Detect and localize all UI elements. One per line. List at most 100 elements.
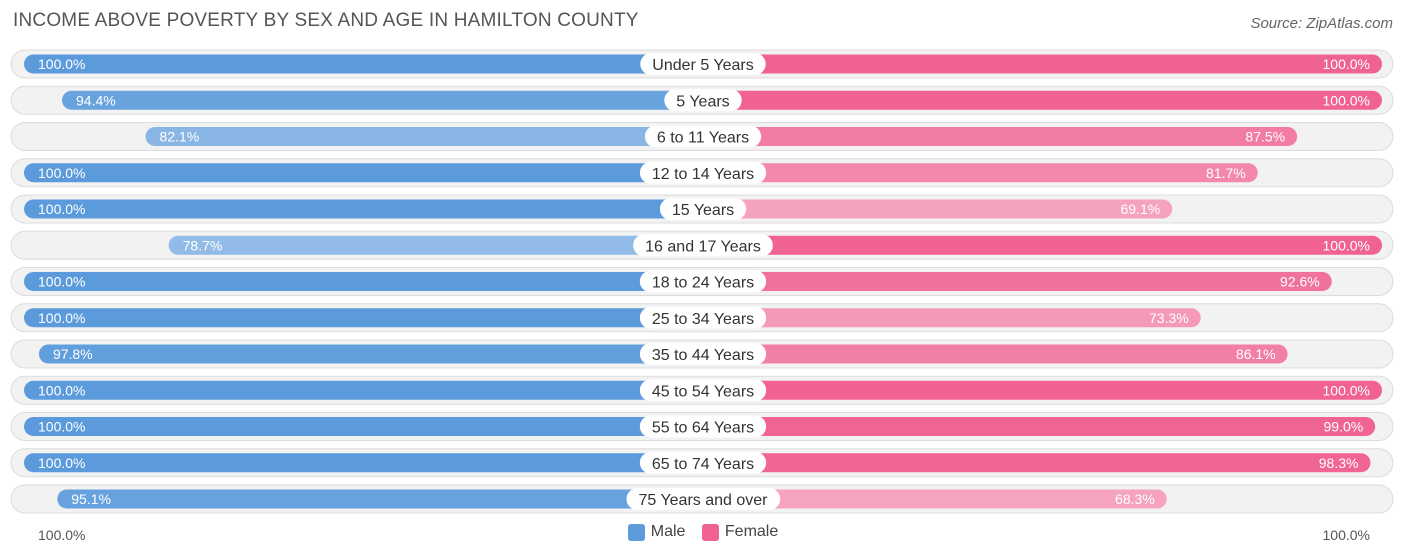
category-pill	[639, 415, 767, 438]
female-value-label: 100.0%	[1323, 382, 1370, 398]
category-label: 25 to 34 Years	[652, 311, 754, 328]
chart-row: 100.0% 69.1% 15 Years	[10, 194, 1394, 224]
male-bar	[62, 90, 704, 110]
female-value-label: 99.0%	[1324, 419, 1364, 435]
category-label: 45 to 54 Years	[652, 383, 754, 400]
category-pill	[633, 234, 773, 257]
legend-label-male: Male	[650, 523, 686, 540]
chart-row: 100.0% 81.7% 12 to 14 Years	[10, 158, 1394, 188]
category-pill	[639, 343, 767, 365]
female-bar	[703, 489, 1167, 509]
category-label: 5 Years	[676, 93, 729, 110]
female-bar	[703, 380, 1382, 400]
category-label: 16 and 17 Years	[645, 238, 761, 255]
male-value-label: 100.0%	[38, 455, 85, 471]
male-value-label: 97.8%	[53, 346, 93, 362]
male-bar	[57, 489, 704, 509]
chart-svg: 100.0% 100.0% Under 5 Years 94.4% 100.0% 5 Ye…	[10, 49, 1394, 514]
chart-row: 100.0% 92.6% 18 to 24 Years	[10, 267, 1394, 296]
chart-row: 100.0% 100.0% 45 to 54 Years	[10, 375, 1394, 405]
male-value-label: 100.0%	[38, 382, 85, 398]
category-pill	[626, 488, 781, 510]
male-value-label: 95.1%	[71, 491, 111, 507]
male-value-label: 100.0%	[38, 56, 85, 72]
legend: Male Female	[0, 523, 1406, 546]
female-value-label: 100.0%	[1323, 56, 1370, 72]
female-bar	[703, 127, 1298, 146]
category-label: 65 to 74 Years	[652, 456, 754, 473]
category-pill	[664, 89, 742, 112]
source-label: Source: ZipAtlas.com	[1250, 15, 1393, 32]
female-value-label: 100.0%	[1323, 92, 1370, 108]
male-bar	[24, 380, 703, 400]
legend-label-female: Female	[724, 523, 779, 540]
category-pill	[639, 161, 767, 184]
female-bar	[703, 453, 1371, 473]
male-value-label: 94.4%	[76, 92, 116, 108]
category-label: 18 to 24 Years	[652, 275, 754, 292]
chart-row: 78.7% 100.0% 16 and 17 Years	[10, 230, 1394, 260]
male-value-label: 82.1%	[160, 129, 200, 145]
legend-item-male[interactable]: Male	[627, 523, 686, 541]
chart-row: 82.1% 87.5% 6 to 11 Years	[10, 122, 1394, 151]
male-value-label: 100.0%	[38, 165, 85, 181]
female-value-label: 69.1%	[1120, 201, 1160, 217]
female-value-label: 98.3%	[1319, 455, 1359, 471]
chart-row: 100.0% 98.3% 65 to 74 Years	[10, 448, 1394, 478]
axis-right-label: 100.0%	[1322, 527, 1370, 543]
female-value-label: 86.1%	[1236, 346, 1276, 362]
male-value-label: 100.0%	[38, 274, 85, 290]
category-label: 55 to 64 Years	[652, 420, 754, 437]
male-bar	[168, 235, 703, 255]
male-value-label: 100.0%	[38, 201, 85, 217]
chart-row: 94.4% 100.0% 5 Years	[10, 85, 1394, 115]
category-pill	[640, 53, 766, 75]
female-value-label: 81.7%	[1206, 165, 1246, 181]
female-bar	[703, 344, 1288, 364]
chart-title: INCOME ABOVE POVERTY BY SEX AND AGE IN H…	[13, 10, 639, 31]
female-value-label: 100.0%	[1323, 237, 1370, 253]
category-label: Under 5 Years	[652, 57, 753, 74]
female-value-label: 87.5%	[1245, 129, 1285, 145]
legend-item-female[interactable]: Female	[701, 523, 779, 541]
category-label: 6 to 11 Years	[657, 130, 749, 147]
chart-row: 100.0% 73.3% 25 to 34 Years	[10, 303, 1394, 333]
legend-swatch-female	[701, 523, 719, 541]
female-value-label: 73.3%	[1149, 310, 1189, 326]
chart-row: 100.0% 99.0% 55 to 64 Years	[10, 412, 1394, 441]
category-pill	[639, 379, 767, 402]
female-value-label: 68.3%	[1115, 491, 1155, 507]
chart-row: 95.1% 68.3% 75 Years and over	[10, 484, 1394, 514]
female-bar	[703, 272, 1332, 291]
category-label: 12 to 14 Years	[652, 166, 754, 183]
male-bar	[24, 308, 703, 328]
female-bar	[703, 199, 1173, 219]
category-label: 35 to 44 Years	[652, 347, 754, 364]
category-pill	[644, 125, 762, 148]
category-pill	[659, 198, 747, 220]
male-bar	[145, 127, 703, 146]
female-bar	[703, 90, 1382, 110]
male-bar	[24, 453, 703, 473]
category-pill	[639, 270, 767, 293]
male-value-label: 100.0%	[38, 419, 85, 435]
male-bar	[24, 163, 703, 183]
category-label: 75 Years and over	[639, 492, 769, 509]
female-bar	[703, 163, 1258, 183]
category-label: 15 Years	[672, 202, 734, 219]
category-pill	[639, 451, 767, 474]
legend-swatch-male	[627, 523, 645, 541]
female-bar	[703, 308, 1201, 328]
male-bar	[38, 344, 704, 364]
male-value-label: 100.0%	[38, 310, 85, 326]
male-value-label: 78.7%	[183, 237, 223, 253]
female-value-label: 92.6%	[1280, 274, 1320, 290]
female-bar	[703, 417, 1376, 436]
male-bar	[24, 417, 703, 436]
female-bar	[703, 54, 1382, 74]
axis-left-label: 100.0%	[38, 527, 86, 543]
male-bar	[24, 272, 703, 291]
female-bar	[703, 235, 1382, 255]
chart-row: 100.0% 100.0% Under 5 Years	[10, 49, 1394, 79]
male-bar	[24, 54, 703, 74]
